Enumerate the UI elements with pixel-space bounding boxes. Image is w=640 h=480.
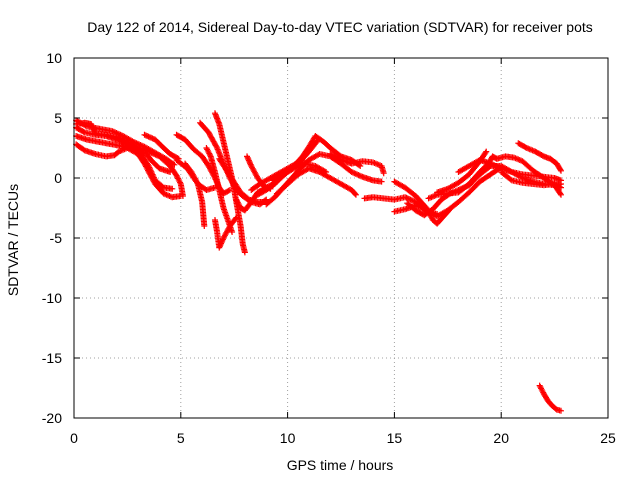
data-point — [171, 161, 178, 168]
x-tick-label: 0 — [70, 430, 78, 446]
data-point — [177, 193, 184, 199]
data-point — [357, 163, 364, 169]
data-point — [558, 191, 565, 198]
data-point — [378, 178, 385, 185]
data-point — [201, 223, 208, 229]
series-track-3 — [73, 141, 184, 201]
x-tick-label: 10 — [280, 430, 296, 446]
data-markers — [73, 110, 565, 414]
data-point — [556, 183, 563, 190]
data-point — [482, 149, 489, 156]
data-point — [225, 187, 232, 194]
data-point — [89, 123, 96, 130]
data-point — [446, 207, 453, 214]
y-tick-label: -20 — [42, 410, 62, 426]
series-track-20 — [273, 165, 359, 198]
series-track-21 — [269, 160, 330, 184]
series-track-30 — [493, 153, 565, 198]
data-point — [229, 229, 236, 235]
data-point — [289, 166, 296, 173]
data-point — [219, 236, 226, 243]
series-track-32 — [515, 140, 565, 174]
series-track-33 — [536, 382, 565, 414]
data-point — [89, 125, 96, 132]
data-point — [247, 161, 254, 168]
data-point — [169, 185, 176, 192]
series-track-13 — [211, 214, 240, 251]
data-point — [558, 167, 565, 174]
y-tick-label: -15 — [42, 350, 62, 366]
data-point — [352, 191, 359, 198]
series-track-25 — [391, 178, 453, 227]
data-point — [213, 143, 220, 150]
data-point — [244, 153, 251, 160]
x-tick-label: 25 — [600, 430, 616, 446]
y-tick-label: 0 — [54, 170, 62, 186]
data-point — [507, 176, 514, 183]
data-point — [244, 154, 251, 161]
data-point — [557, 166, 564, 173]
x-axis-label: GPS time / hours — [287, 457, 394, 473]
series-track-14 — [216, 155, 270, 205]
series-track-22 — [327, 151, 387, 177]
data-point — [170, 160, 177, 167]
data-point — [216, 244, 223, 251]
data-point — [218, 239, 225, 246]
y-tick-label: 5 — [54, 110, 62, 126]
data-point — [88, 122, 95, 129]
data-point — [246, 158, 253, 165]
data-point — [247, 160, 254, 167]
data-point — [219, 237, 226, 244]
y-axis-label: SDTVAR / TECUs — [5, 184, 21, 296]
data-point — [558, 184, 565, 191]
data-point — [352, 190, 359, 197]
series-track-12 — [203, 145, 236, 235]
data-point — [380, 170, 387, 177]
data-point — [336, 156, 343, 163]
data-point — [483, 148, 490, 155]
x-tick-label: 20 — [493, 430, 509, 446]
y-tick-label: -5 — [50, 230, 63, 246]
data-point — [323, 169, 330, 175]
series-track-5 — [73, 119, 176, 192]
data-point — [217, 241, 224, 248]
data-point — [194, 179, 201, 186]
data-point — [91, 127, 98, 134]
data-point — [159, 183, 166, 190]
data-point — [518, 174, 525, 181]
data-point — [216, 243, 223, 250]
data-point — [80, 128, 87, 135]
data-point — [557, 190, 564, 197]
data-point — [241, 249, 248, 256]
series-track-9 — [182, 160, 208, 229]
series-track-4 — [73, 133, 174, 175]
data-point — [245, 156, 252, 163]
data-point — [321, 168, 328, 175]
chart-title: Day 122 of 2014, Sidereal Day-to-day VTE… — [87, 19, 593, 35]
y-tick-label: -10 — [42, 290, 62, 306]
data-point — [233, 214, 240, 221]
data-point — [245, 157, 252, 164]
y-tick-label: 10 — [46, 50, 62, 66]
data-point — [522, 144, 529, 151]
data-point — [218, 240, 225, 247]
data-point — [232, 215, 239, 222]
data-point — [88, 121, 95, 127]
data-point — [446, 206, 453, 213]
x-tick-label: 15 — [387, 430, 403, 446]
data-point — [90, 126, 97, 133]
axis-ticks: 0 5 10 15 20 25 -20 -15 -10 -5 0 5 10 — [42, 50, 616, 446]
data-point — [558, 407, 565, 414]
data-point — [167, 169, 174, 175]
series-track-31 — [498, 169, 565, 191]
x-tick-label: 5 — [177, 430, 185, 446]
